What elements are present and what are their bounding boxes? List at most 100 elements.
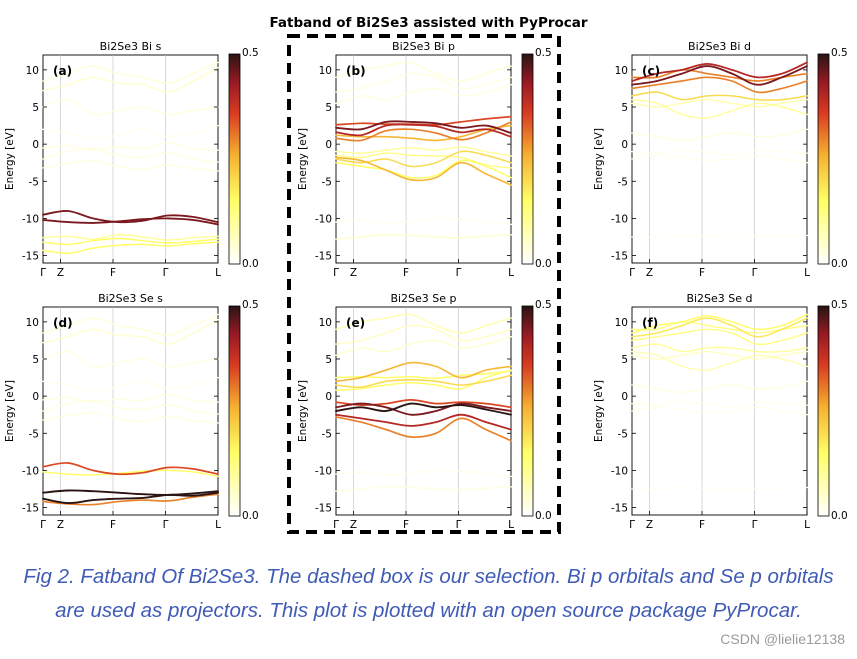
band-line-band-deep-3 — [42, 237, 219, 246]
band-line-band-val-5 — [335, 416, 512, 442]
band-line-band-cond-1 — [42, 66, 219, 93]
band-line-band-low-2 — [631, 149, 808, 156]
band-line-band-cond-3 — [42, 350, 219, 368]
colorbar — [228, 305, 241, 517]
band-line-band-deep-3 — [42, 489, 219, 496]
panel-title: Bi2Se3 Bi p — [392, 40, 455, 53]
x-tick-label: Γ — [40, 267, 46, 279]
band-line-band-cond-2 — [335, 374, 512, 389]
y-tick-label: -15 — [611, 503, 628, 515]
y-tick-label: -5 — [618, 176, 628, 188]
x-tick-label: Γ — [456, 267, 462, 279]
y-tick-label: -10 — [22, 465, 39, 477]
x-tick-label: F — [110, 519, 116, 531]
y-axis-label: Energy [eV] — [4, 380, 16, 442]
band-line-band-deep-2 — [42, 469, 219, 478]
y-tick-label: 10 — [319, 317, 332, 329]
band-line-band-deep-2 — [42, 217, 219, 226]
colorbar-min-label: 0.0 — [242, 510, 259, 522]
y-tick-label: 0 — [32, 139, 39, 151]
x-tick-label: Γ — [163, 519, 169, 531]
band-line-band-val-2 — [42, 147, 219, 163]
colorbar-max-label: 0.5 — [535, 47, 552, 59]
band-line-band-val-1 — [335, 402, 512, 416]
plot-area — [335, 306, 512, 516]
x-tick-label: L — [804, 267, 810, 279]
band-line-band-cond-2 — [42, 313, 219, 336]
y-tick-label: 5 — [621, 354, 628, 366]
x-tick-label: Z — [646, 519, 653, 531]
band-line-band-val-2 — [42, 399, 219, 415]
y-tick-label: -15 — [315, 503, 332, 515]
band-line-band-high-1 — [631, 65, 808, 86]
x-tick-label: Z — [350, 519, 357, 531]
panel-label: (d) — [53, 316, 73, 330]
band-line-band-deep-1 — [335, 486, 512, 492]
band-line-band-low-1 — [631, 380, 808, 394]
panel-label: (a) — [53, 64, 72, 78]
x-tick-label: L — [508, 519, 514, 531]
band-line-band-val-4 — [335, 399, 512, 409]
y-tick-label: 10 — [319, 65, 332, 77]
y-tick-label: -15 — [22, 251, 39, 263]
band-line-band-val-5 — [335, 156, 512, 186]
x-tick-label: L — [804, 519, 810, 531]
y-axis-label: Energy [eV] — [297, 128, 309, 190]
band-line-band-cond-4 — [335, 369, 512, 391]
colorbar-min-label: 0.0 — [831, 258, 848, 270]
y-tick-label: 10 — [615, 317, 628, 329]
x-tick-label: Γ — [333, 519, 339, 531]
plot-area — [42, 54, 219, 264]
y-tick-label: 0 — [621, 391, 628, 403]
band-line-band-val-1 — [335, 150, 512, 168]
y-tick-label: 0 — [325, 391, 332, 403]
band-line-band-deep-1 — [42, 210, 219, 224]
band-line-band-mid-1 — [631, 98, 808, 119]
x-tick-label: Γ — [629, 267, 635, 279]
band-line-band-val-2 — [335, 402, 512, 416]
band-line-band-cond-2 — [42, 61, 219, 84]
band-line-band-val-4 — [335, 146, 512, 157]
x-tick-label: Z — [350, 267, 357, 279]
panel-title: Bi2Se3 Se s — [98, 292, 163, 305]
band-line-band-cond-3 — [42, 98, 219, 116]
panel-label: (b) — [346, 64, 366, 78]
band-line-band-high-3 — [335, 336, 512, 356]
band-line-band-high-5 — [631, 91, 808, 101]
band-line-band-low-3 — [631, 406, 808, 416]
watermark: CSDN @lielie12138 — [720, 631, 845, 647]
y-tick-label: 5 — [325, 102, 332, 114]
band-line-band-high-3 — [335, 84, 512, 104]
panel-title: Bi2Se3 Se p — [390, 292, 456, 305]
y-tick-label: -5 — [29, 428, 39, 440]
band-line-band-cond-4 — [335, 121, 512, 142]
y-tick-label: 10 — [26, 317, 39, 329]
colorbar — [817, 53, 830, 265]
y-tick-label: 5 — [325, 354, 332, 366]
band-line-band-high-5 — [631, 343, 808, 353]
band-line-band-val-3 — [335, 413, 512, 431]
band-line-band-val-1 — [42, 394, 219, 403]
x-tick-label: Γ — [752, 267, 758, 279]
figure-caption: Fig 2. Fatband Of Bi2Se3. The dashed box… — [23, 565, 834, 622]
y-tick-label: -5 — [322, 428, 332, 440]
colorbar-max-label: 0.5 — [535, 299, 552, 311]
panel-title: Bi2Se3 Bi s — [100, 40, 162, 53]
colorbar-min-label: 0.0 — [242, 258, 259, 270]
band-line-band-mid-2 — [631, 98, 808, 108]
plot-area — [335, 54, 512, 264]
band-line-band-high-3 — [631, 328, 808, 346]
band-line-band-deep-1 — [631, 486, 808, 490]
y-axis-label: Energy [eV] — [593, 128, 605, 190]
band-line-band-deep-5 — [42, 234, 219, 241]
y-tick-label: 0 — [325, 139, 332, 151]
colorbar-max-label: 0.5 — [242, 47, 259, 59]
x-tick-label: Z — [646, 267, 653, 279]
y-tick-label: 5 — [621, 102, 628, 114]
band-line-band-high-2 — [631, 61, 808, 82]
x-tick-label: Z — [57, 519, 64, 531]
x-tick-label: F — [403, 519, 409, 531]
band-line-band-cond-1 — [335, 361, 512, 383]
